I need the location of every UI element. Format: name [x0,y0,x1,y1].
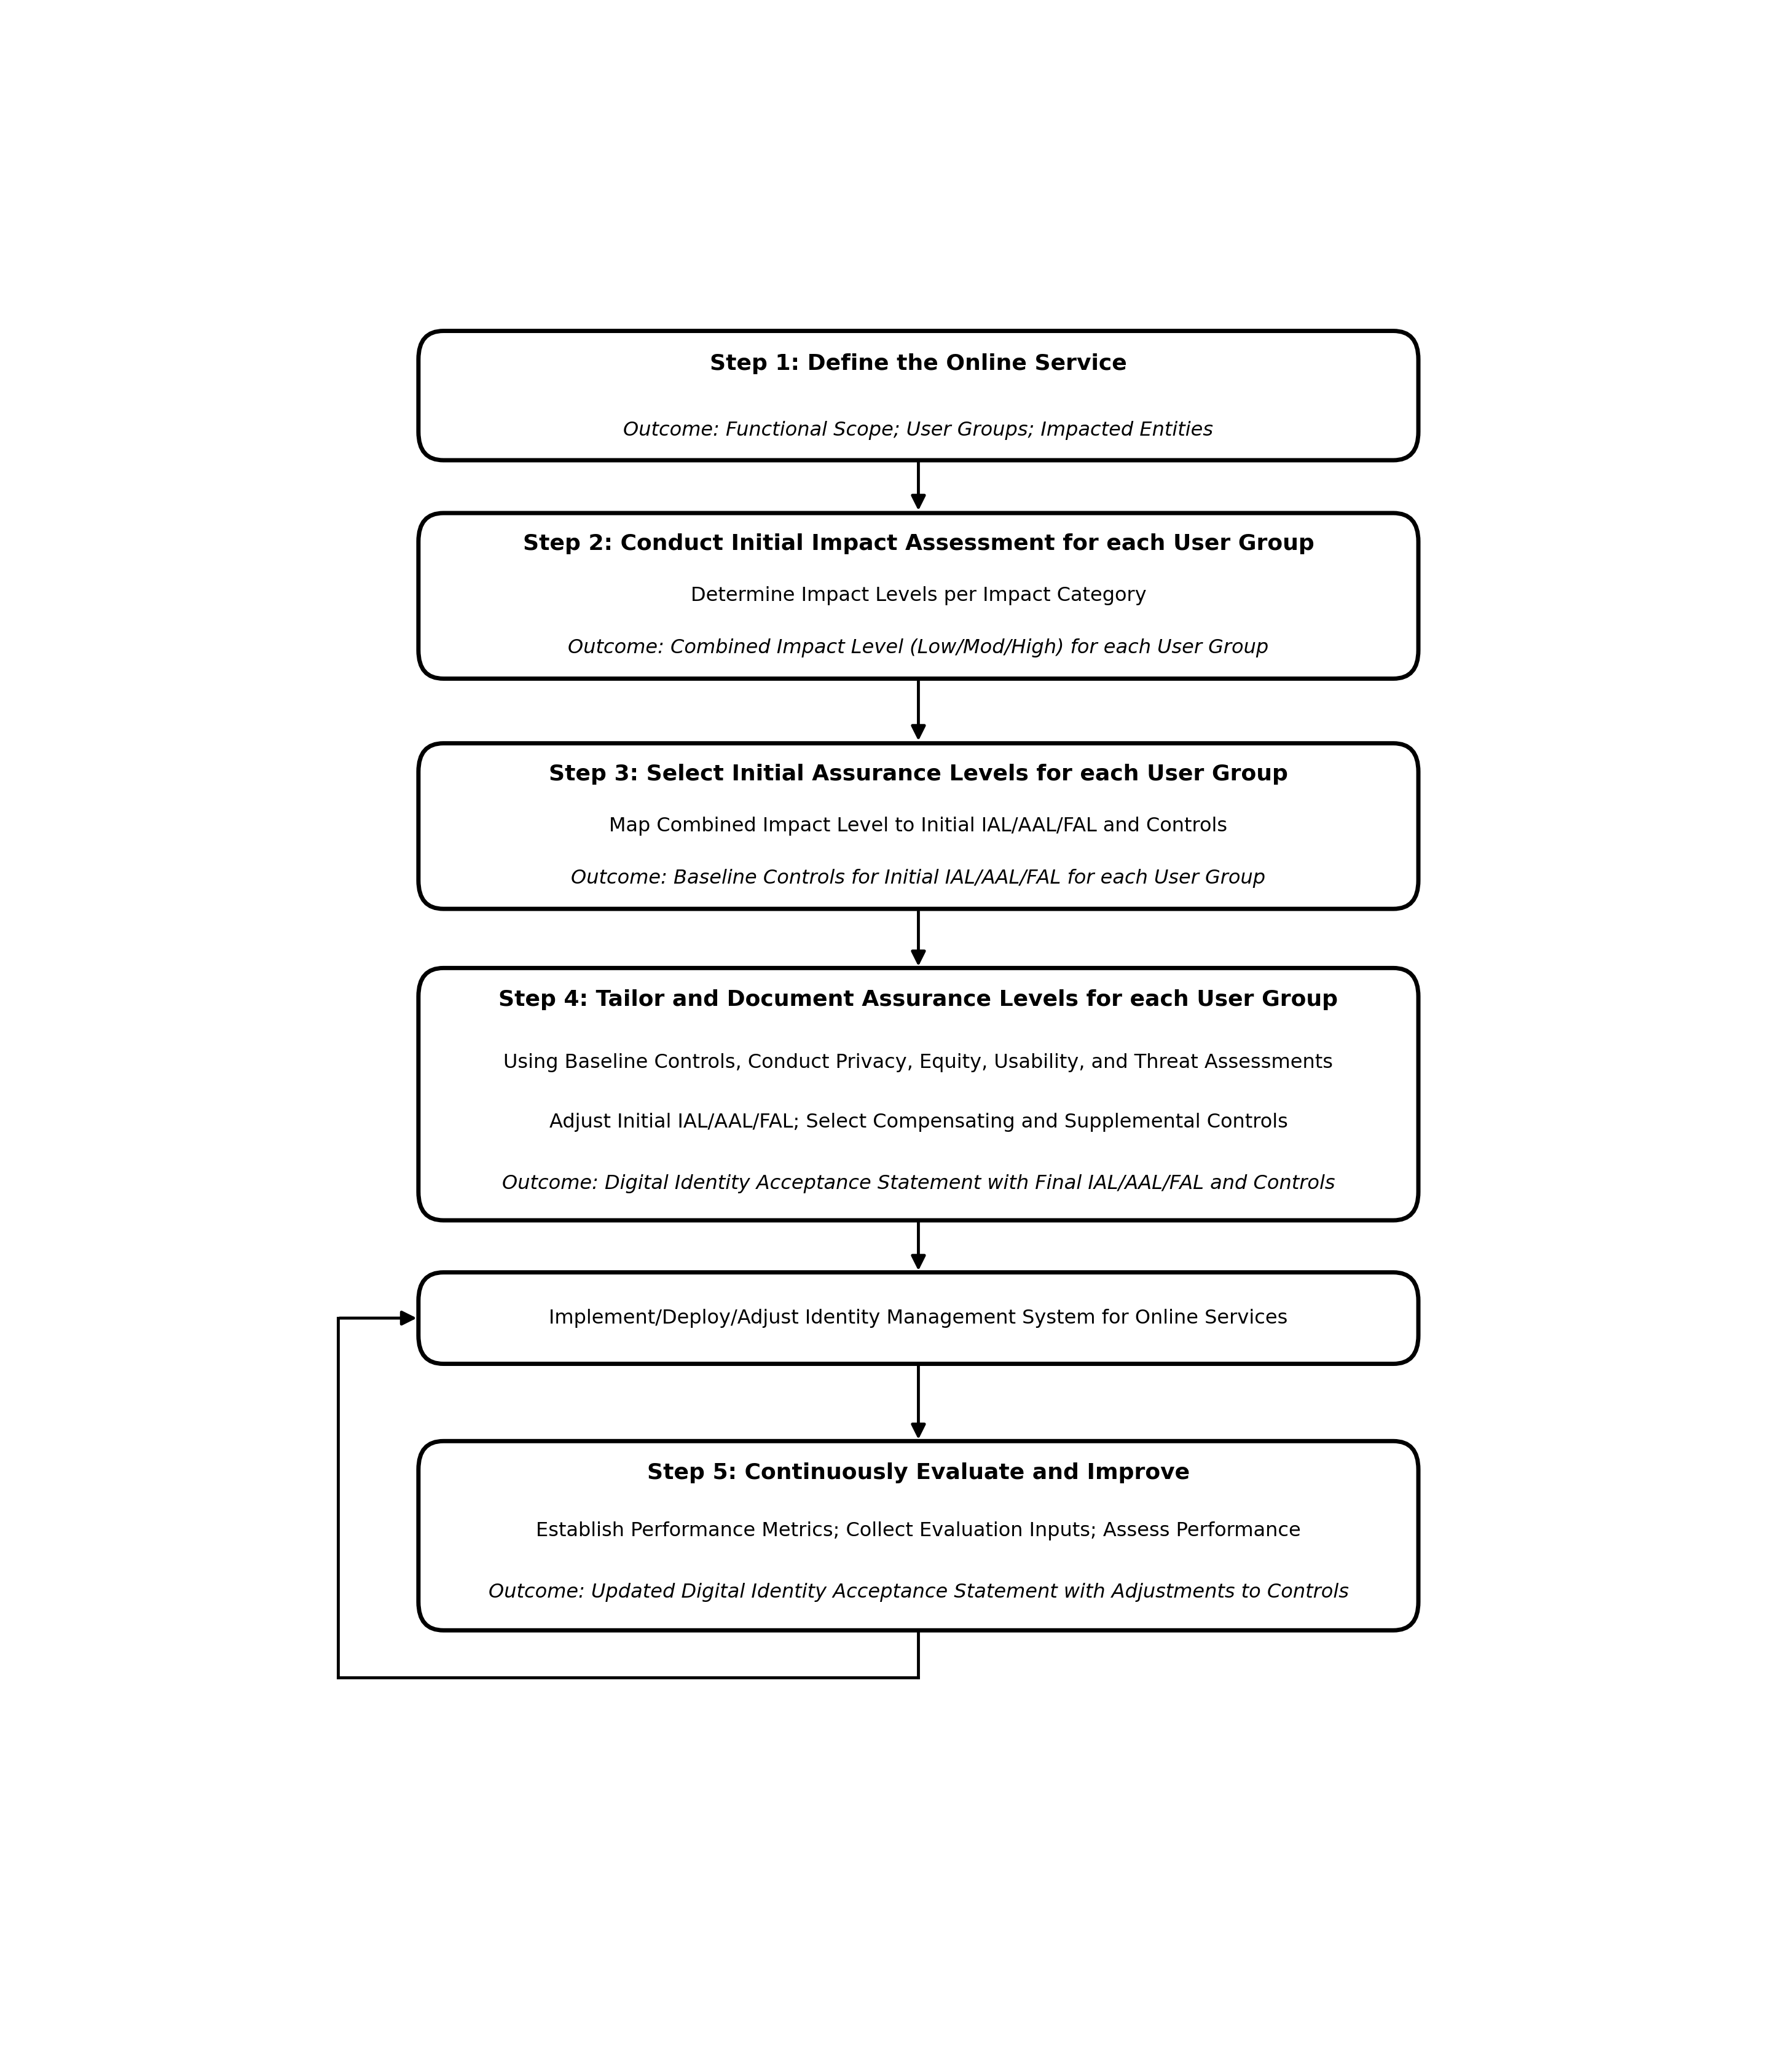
Text: Determine Impact Levels per Impact Category: Determine Impact Levels per Impact Categ… [690,586,1147,606]
Text: Outcome: Combined Impact Level (Low/Mod/High) for each User Group: Outcome: Combined Impact Level (Low/Mod/… [568,639,1269,657]
FancyBboxPatch shape [418,969,1419,1221]
FancyBboxPatch shape [418,332,1419,461]
Text: Outcome: Digital Identity Acceptance Statement with Final IAL/AAL/FAL and Contro: Outcome: Digital Identity Acceptance Sta… [502,1174,1335,1194]
Text: Outcome: Functional Scope; User Groups; Impacted Entities: Outcome: Functional Scope; User Groups; … [624,420,1213,440]
FancyBboxPatch shape [418,1272,1419,1364]
Text: Using Baseline Controls, Conduct Privacy, Equity, Usability, and Threat Assessme: Using Baseline Controls, Conduct Privacy… [504,1053,1333,1073]
Text: Step 3: Select Initial Assurance Levels for each User Group: Step 3: Select Initial Assurance Levels … [548,764,1288,784]
Text: Step 4: Tailor and Document Assurance Levels for each User Group: Step 4: Tailor and Document Assurance Le… [498,989,1339,1010]
Text: Step 1: Define the Online Service: Step 1: Define the Online Service [710,354,1127,375]
Text: Outcome: Updated Digital Identity Acceptance Statement with Adjustments to Contr: Outcome: Updated Digital Identity Accept… [487,1583,1349,1602]
Text: Step 2: Conduct Initial Impact Assessment for each User Group: Step 2: Conduct Initial Impact Assessmen… [523,532,1314,555]
Text: Adjust Initial IAL/AAL/FAL; Select Compensating and Supplemental Controls: Adjust Initial IAL/AAL/FAL; Select Compe… [548,1112,1288,1133]
Text: Map Combined Impact Level to Initial IAL/AAL/FAL and Controls: Map Combined Impact Level to Initial IAL… [609,817,1228,836]
Text: Establish Performance Metrics; Collect Evaluation Inputs; Assess Performance: Establish Performance Metrics; Collect E… [536,1522,1301,1540]
Text: Implement/Deploy/Adjust Identity Management System for Online Services: Implement/Deploy/Adjust Identity Managem… [548,1309,1288,1327]
Text: Step 5: Continuously Evaluate and Improve: Step 5: Continuously Evaluate and Improv… [647,1462,1190,1483]
FancyBboxPatch shape [418,1442,1419,1630]
Text: Outcome: Baseline Controls for Initial IAL/AAL/FAL for each User Group: Outcome: Baseline Controls for Initial I… [572,868,1265,887]
FancyBboxPatch shape [418,743,1419,909]
FancyBboxPatch shape [418,514,1419,678]
